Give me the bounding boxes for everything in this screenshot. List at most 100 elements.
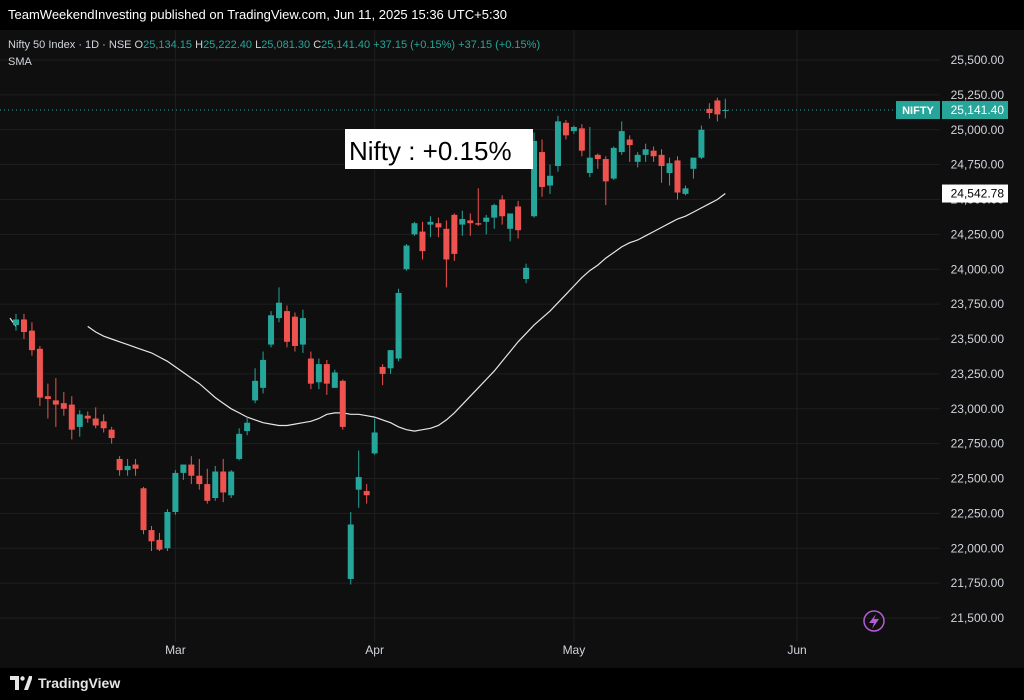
candle-body[interactable] [363, 491, 370, 496]
candle-body[interactable] [666, 163, 673, 173]
candle-body[interactable] [116, 458, 123, 471]
candle-body[interactable] [244, 422, 251, 432]
candle-body[interactable] [714, 100, 721, 115]
candle-body[interactable] [618, 131, 625, 153]
candle-body[interactable] [212, 471, 219, 499]
candle-body[interactable] [379, 366, 386, 374]
candle-body[interactable] [507, 213, 514, 229]
candle-body[interactable] [602, 159, 609, 182]
candle-body[interactable] [124, 465, 131, 471]
candle-body[interactable] [427, 221, 434, 225]
sma-price-tag[interactable] [942, 184, 1008, 203]
candle-body[interactable] [515, 206, 522, 231]
candle-body[interactable] [84, 415, 91, 419]
candle-body[interactable] [68, 404, 75, 430]
candle-body[interactable] [148, 530, 155, 542]
candle-body[interactable] [546, 175, 553, 186]
candle-body[interactable] [204, 484, 211, 501]
candle-body[interactable] [586, 157, 593, 173]
candle-body[interactable] [339, 380, 346, 427]
candle-body[interactable] [228, 471, 235, 496]
candle-body[interactable] [44, 396, 51, 399]
candle-body[interactable] [658, 154, 665, 167]
candle-body[interactable] [435, 223, 442, 228]
candle-body[interactable] [172, 472, 179, 512]
candle-body[interactable] [13, 319, 19, 326]
candle-body[interactable] [642, 149, 649, 155]
candle-body[interactable] [634, 154, 641, 162]
candle-body[interactable] [706, 108, 713, 114]
sma-line[interactable] [87, 193, 726, 432]
candle-body[interactable] [419, 231, 426, 252]
candle-body[interactable] [499, 199, 506, 217]
price-chart[interactable]: 21,500.00 21,750.00 22,000.00 22,250.00 22,5… [0, 30, 1024, 668]
candle-body[interactable] [92, 418, 99, 426]
candle-body[interactable] [331, 372, 338, 388]
candle-body[interactable] [722, 110, 729, 112]
candle-body[interactable] [483, 217, 490, 222]
candle-body[interactable] [52, 400, 59, 405]
lightning-icon[interactable] [863, 610, 885, 632]
candle-body[interactable] [698, 129, 705, 158]
candle-body[interactable] [60, 403, 67, 409]
candle-body[interactable] [443, 228, 450, 260]
tradingview-logo[interactable]: TradingView [10, 675, 120, 691]
candle-body[interactable] [276, 302, 283, 319]
candle-body[interactable] [180, 464, 187, 473]
candle-body[interactable] [140, 488, 147, 531]
candle-body[interactable] [299, 318, 306, 345]
candle-body[interactable] [531, 140, 538, 217]
candle-body[interactable] [387, 350, 394, 369]
candle-body[interactable] [491, 205, 498, 218]
candle-body[interactable] [347, 524, 354, 579]
candle-body[interactable] [132, 464, 139, 469]
candle-body[interactable] [650, 150, 657, 157]
candle-body[interactable] [371, 432, 378, 454]
candle-body[interactable] [562, 122, 569, 136]
candle-body[interactable] [220, 471, 227, 493]
candle-body[interactable] [459, 219, 466, 225]
candle-body[interactable] [196, 475, 203, 485]
candle-body[interactable] [626, 139, 633, 146]
candle-body[interactable] [403, 245, 410, 270]
candle-body[interactable] [108, 429, 115, 439]
candle-body[interactable] [36, 348, 43, 398]
candle-body[interactable] [76, 414, 83, 427]
candle-body[interactable] [268, 315, 275, 345]
candle-body[interactable] [283, 311, 290, 342]
candle-body[interactable] [100, 421, 107, 429]
candle-body[interactable] [411, 223, 418, 235]
y-tick-label: 25,500.00 [951, 53, 1005, 67]
symbol-tag[interactable] [896, 101, 940, 120]
candle-body[interactable] [236, 433, 243, 459]
candle-body[interactable] [554, 121, 561, 167]
candle-body[interactable] [523, 267, 530, 280]
candle-body[interactable] [690, 157, 697, 169]
candle-body[interactable] [610, 147, 617, 179]
candle-body[interactable] [451, 214, 458, 254]
candle-body[interactable] [475, 223, 482, 225]
candle-body[interactable] [594, 154, 601, 160]
candle-body[interactable] [570, 126, 577, 132]
candle-body[interactable] [28, 330, 35, 351]
candle-body[interactable] [323, 364, 330, 384]
candle-body[interactable] [307, 358, 314, 384]
candle-body[interactable] [252, 380, 259, 401]
last-price-tag[interactable] [942, 101, 1008, 120]
annotation-box[interactable] [345, 129, 533, 169]
candle-body[interactable] [291, 316, 298, 346]
candle-body[interactable] [20, 319, 27, 333]
candle-body[interactable] [188, 464, 195, 476]
candle-body[interactable] [467, 220, 474, 224]
price-axis-area[interactable] [942, 30, 1024, 668]
candle-body[interactable] [315, 364, 322, 383]
candle-body[interactable] [395, 292, 402, 359]
candle-body[interactable] [539, 152, 546, 187]
candle-body[interactable] [682, 188, 689, 194]
candle-body[interactable] [260, 359, 267, 388]
candle-body[interactable] [674, 160, 681, 193]
candle-body[interactable] [578, 128, 585, 151]
candle-body[interactable] [355, 477, 362, 490]
candle-body[interactable] [164, 511, 171, 549]
candle-body[interactable] [156, 539, 163, 550]
